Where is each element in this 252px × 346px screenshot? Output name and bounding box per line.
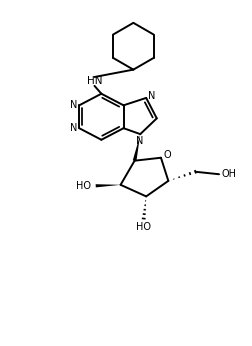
Text: HN: HN <box>87 76 102 86</box>
Polygon shape <box>133 134 140 161</box>
Text: N: N <box>70 100 77 110</box>
Text: HO: HO <box>136 222 151 232</box>
Text: N: N <box>136 136 143 146</box>
Polygon shape <box>96 184 121 188</box>
Text: HO: HO <box>76 181 91 191</box>
Text: OH: OH <box>221 169 236 179</box>
Text: O: O <box>163 149 171 160</box>
Text: N: N <box>148 91 155 101</box>
Text: N: N <box>70 123 77 133</box>
